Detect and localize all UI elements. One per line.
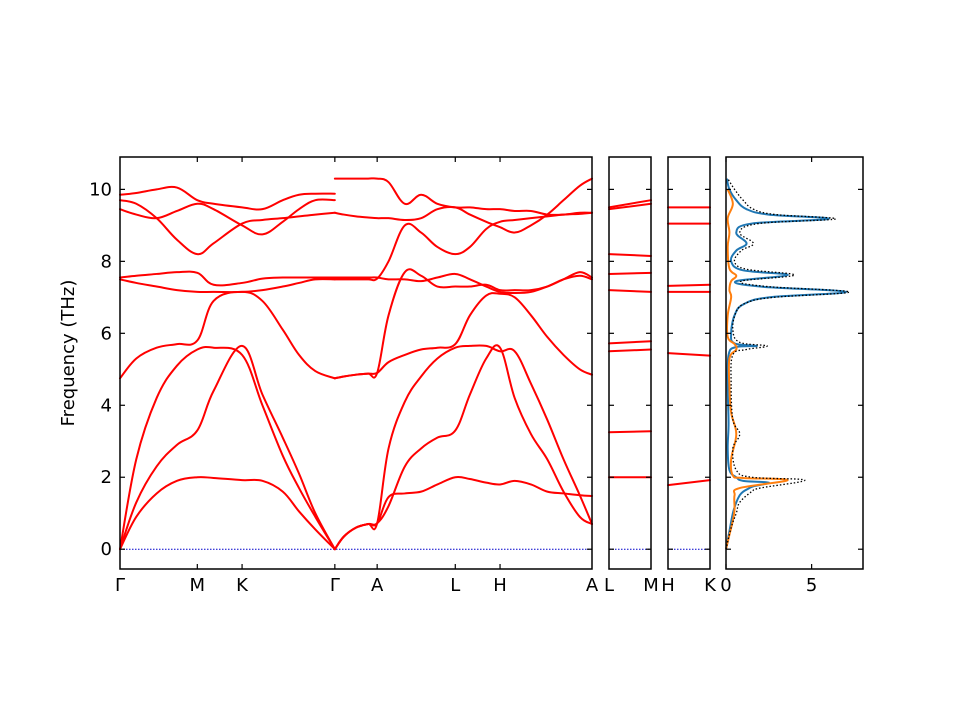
phonon-band-H-K-s0-b0 [667, 479, 711, 487]
phonon-band-H-K-s0-b1 [667, 352, 711, 357]
y-tick-label: 8 [101, 251, 112, 272]
y-tick-label: 6 [101, 323, 112, 344]
phonon-band-main-s0-b2 [119, 345, 336, 551]
y-tick-label: 0 [101, 539, 112, 560]
dos-xtick-label: 0 [720, 575, 731, 596]
band-panel-main: 0 2 4 6 8 10 Γ M K Γ A L H A [89, 156, 599, 596]
phonon-band-L-M-s0-b3 [608, 340, 652, 345]
phonon-band-H-K-s0-b3 [667, 283, 711, 287]
y-tick-label: 10 [89, 179, 112, 200]
high-symmetry-label: H [661, 575, 675, 596]
high-symmetry-label: A [371, 575, 384, 596]
phonon-band-L-M-s0-b1 [608, 430, 652, 434]
high-symmetry-label: K [236, 575, 249, 596]
phonon-band-main-s0-b4 [119, 270, 336, 287]
panel-frame-main [119, 156, 593, 570]
phonon-band-main-s1-b2 [333, 344, 593, 551]
phonon-band-main-s1-b8 [333, 177, 593, 216]
phonon-band-main-s0-b1 [119, 344, 336, 551]
phonon-band-main-s1-b0 [333, 475, 593, 551]
phonon-band-main-s0-b0 [119, 476, 336, 551]
phonon-band-main-s0-b3 [119, 290, 336, 380]
dos-series-1 [725, 188, 789, 550]
dos-series-2 [725, 178, 850, 550]
phonon-band-main-s0-b5 [119, 278, 336, 294]
phonon-band-L-M-s0-b7 [608, 202, 652, 211]
phonon-band-L-M-s0-b2 [608, 348, 652, 353]
y-tick-label: 4 [101, 395, 112, 416]
phonon-band-L-M-s0-b5 [608, 271, 652, 275]
dos-series-0 [725, 178, 847, 550]
high-symmetry-label: L [604, 575, 614, 596]
dos-xtick-label: 5 [806, 575, 817, 596]
phonon-band-main-s0-b8 [119, 185, 336, 211]
y-axis-label-group: Frequency (THz) [58, 280, 79, 427]
phonon-band-main-s1-b6 [333, 211, 593, 282]
y-tick-label: 2 [101, 467, 112, 488]
high-symmetry-label: H [493, 575, 507, 596]
high-symmetry-label: A [586, 575, 599, 596]
phonon-band-main-s1-b1 [333, 344, 593, 551]
high-symmetry-label: Γ [330, 575, 340, 596]
panel-frame-H-K [667, 156, 711, 570]
y-axis-label: Frequency (THz) [58, 280, 79, 427]
high-symmetry-label: L [450, 575, 460, 596]
panel-frame-L-M [608, 156, 652, 570]
phonon-band-L-M-s0-b6 [608, 253, 652, 257]
phonon-band-main-s0-b7 [119, 198, 336, 236]
high-symmetry-label: Γ [115, 575, 125, 596]
phonon-band-L-M-s0-b4 [608, 289, 652, 293]
high-symmetry-label: K [704, 575, 717, 596]
phonon-band-main-s1-b5 [333, 271, 593, 295]
phonon-band-main-s1-b7 [333, 177, 593, 234]
dos-panel-frame [725, 156, 864, 570]
high-symmetry-label: M [643, 575, 659, 596]
high-symmetry-label: M [190, 575, 206, 596]
phonon-band-main-s1-b3 [333, 292, 593, 380]
phonon-band-L-M-s0-b8 [608, 199, 652, 209]
phonon-band-main-s1-b4 [333, 268, 593, 380]
phonon-band-main-s0-b6 [119, 199, 336, 256]
